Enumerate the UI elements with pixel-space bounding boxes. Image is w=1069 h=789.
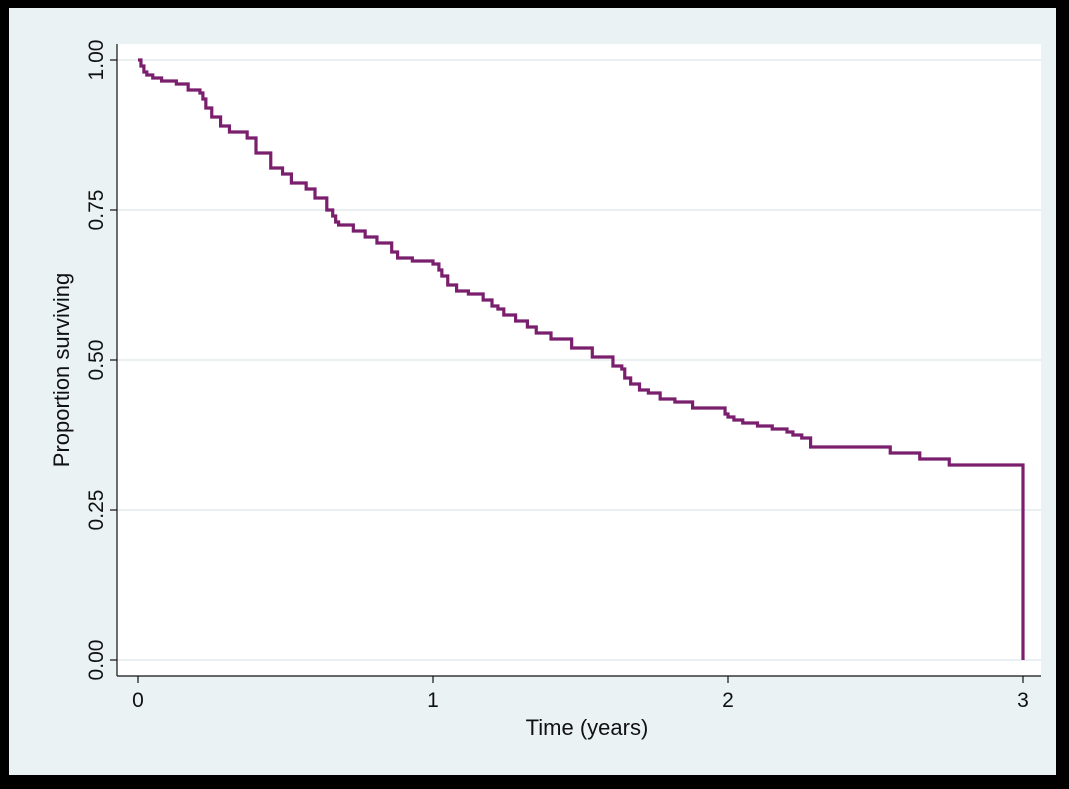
survival-chart: 0.00 0.25 0.50 0.75 1.00 0 1 2 3 Time (years) Pr… (49, 40, 1041, 740)
y-tick-label-0: 0.00 (85, 640, 108, 681)
y-tick-label-4: 1.00 (85, 40, 108, 81)
grid-lines (117, 59, 1041, 661)
survival-curve-0 (138, 58, 1025, 660)
x-axis-title: Time (years) (526, 715, 649, 740)
y-tick-label-1: 0.25 (85, 490, 108, 531)
x-tick-label-2: 2 (722, 689, 734, 712)
series-layer (138, 58, 1025, 660)
x-tick-label-0: 0 (132, 689, 144, 712)
y-tick-label-3: 0.75 (85, 190, 108, 231)
y-tick-label-2: 0.50 (85, 340, 108, 381)
x-tick-label-3: 3 (1017, 689, 1029, 712)
y-axis-title: Proportion surviving (49, 273, 74, 467)
chart-panel: 0.00 0.25 0.50 0.75 1.00 0 1 2 3 Time (years) Pr… (9, 8, 1056, 775)
x-tick-label-1: 1 (427, 689, 439, 712)
axes (110, 44, 1041, 683)
tick-labels: 0.00 0.25 0.50 0.75 1.00 0 1 2 3 (85, 40, 1029, 712)
